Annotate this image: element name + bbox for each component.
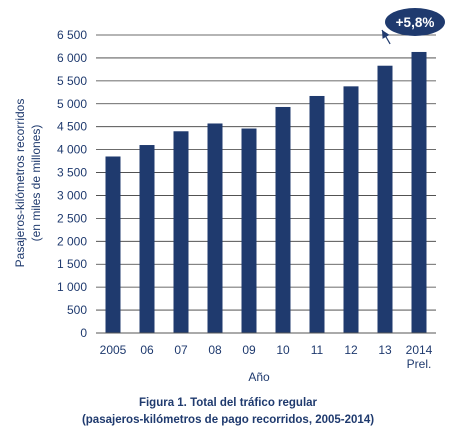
growth-badge [385, 8, 445, 36]
bar [139, 145, 155, 333]
y-tick-label: 0 [80, 326, 87, 340]
bar [105, 156, 121, 333]
figure-caption-line2: (pasajeros-kilómetros de pago recorridos… [81, 414, 375, 426]
bar [309, 95, 325, 333]
y-tick-label: 5 500 [57, 74, 87, 88]
figure-caption-line1: Figura 1. Total del tráfico regular [138, 397, 318, 409]
y-tick-label: 5 000 [57, 97, 87, 111]
bar [343, 86, 359, 334]
x-tick-label: 13 [378, 343, 392, 357]
x-tick-sublabel: Prel. [407, 357, 432, 371]
y-axis-title: Pasajeros-kilómetros recorridos (en mile… [13, 99, 43, 268]
x-tick-label: 08 [208, 343, 222, 357]
y-axis-title-line2: (en miles de millones) [29, 125, 43, 242]
x-tick-label: 06 [140, 343, 154, 357]
bar [173, 131, 189, 333]
y-tick-label: 2 000 [57, 234, 87, 248]
bar [241, 128, 257, 333]
y-tick-label: 4 000 [57, 143, 87, 157]
y-tick-label: 500 [67, 303, 87, 317]
x-tick-label: 2005 [100, 343, 127, 357]
y-tick-label: 4 500 [57, 120, 87, 134]
y-tick-label: 2 500 [57, 211, 87, 225]
x-tick-label: 09 [242, 343, 256, 357]
y-tick-label: 6 500 [57, 28, 87, 42]
y-axis-title-line1: Pasajeros-kilómetros recorridos [13, 99, 27, 268]
x-axis-title: Año [248, 370, 270, 384]
x-tick-label: 07 [174, 343, 188, 357]
y-tick-label: 3 500 [57, 166, 87, 180]
x-tick-label: 2014 [406, 343, 433, 357]
y-axis-ticks: 0 500 1 000 1 500 2 000 2 500 3 000 3 500 4 000 4… [57, 28, 87, 340]
y-tick-label: 1 500 [57, 257, 87, 271]
bars [105, 51, 427, 334]
growth-arrow-head [382, 30, 390, 39]
bar [377, 65, 393, 334]
bar [411, 51, 427, 334]
bar-chart: 0 500 1 000 1 500 2 000 2 500 3 000 3 500 4 000 4… [13, 8, 445, 384]
y-tick-label: 6 000 [57, 51, 87, 65]
growth-annotation: +5,8% [381, 8, 445, 45]
x-tick-label: 10 [276, 343, 290, 357]
x-tick-label: 11 [311, 343, 324, 357]
bar [207, 123, 223, 333]
y-tick-label: 1 000 [57, 280, 87, 294]
bar [275, 106, 291, 334]
y-tick-label: 3 000 [57, 188, 87, 202]
growth-badge-label: +5,8% [396, 15, 435, 30]
x-tick-label: 12 [344, 343, 358, 357]
